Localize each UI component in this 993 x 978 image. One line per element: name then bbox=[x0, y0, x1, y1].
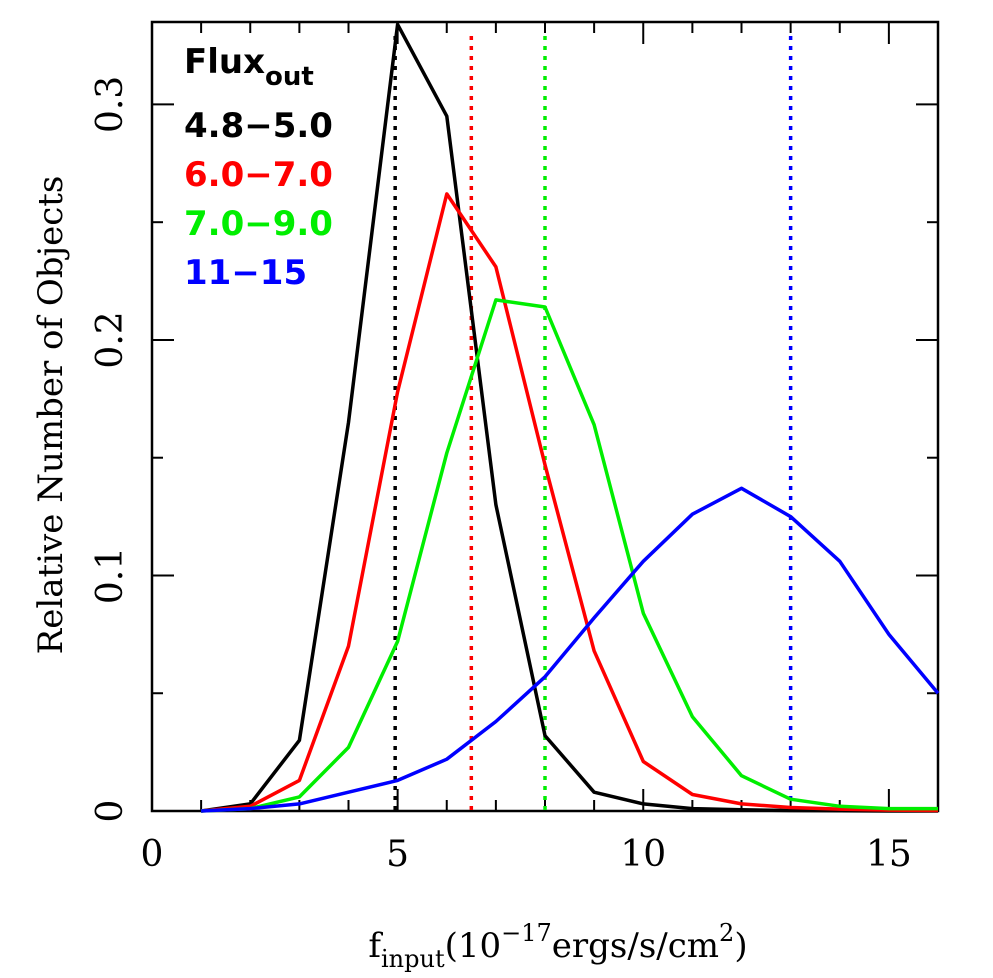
x-axis-label-sub: input bbox=[381, 945, 445, 973]
x-axis-label-main: f bbox=[368, 926, 383, 966]
y-axis-label: Relative Number of Objects bbox=[31, 176, 71, 655]
y-tick-label: 0.2 bbox=[90, 311, 131, 368]
x-axis-label-paren: (10 bbox=[445, 926, 502, 966]
series-line bbox=[200, 22, 938, 813]
x-tick-label: 15 bbox=[866, 834, 912, 875]
series-line bbox=[200, 192, 939, 813]
x-tick-label: 10 bbox=[620, 834, 666, 875]
legend-title-main: Flux bbox=[184, 42, 265, 82]
series-line bbox=[201, 298, 938, 813]
x-axis-label-unit: ergs/s/cm bbox=[552, 926, 719, 966]
y-tick-label: 0.1 bbox=[90, 547, 131, 604]
legend-entry: 6.0−7.0 bbox=[184, 155, 333, 195]
y-tick-label: 0 bbox=[90, 800, 131, 823]
legend-entry: 7.0−9.0 bbox=[184, 204, 333, 244]
legend-entry: 11−15 bbox=[184, 253, 307, 293]
series-lines bbox=[200, 22, 940, 813]
y-tick-label: 0.3 bbox=[90, 76, 131, 133]
legend: Fluxout 4.8−5.0 6.0−7.0 7.0−9.0 11−15 bbox=[184, 42, 333, 293]
x-tick-label: 5 bbox=[386, 834, 409, 875]
axis-tick-labels: 0 5 10 15 0 0.1 0.2 0.3 bbox=[90, 76, 912, 875]
x-tick-label: 0 bbox=[141, 834, 164, 875]
x-axis-label-close: ) bbox=[734, 926, 747, 966]
legend-title: Fluxout bbox=[184, 42, 314, 92]
series-line bbox=[201, 486, 940, 813]
legend-entry: 4.8−5.0 bbox=[184, 106, 333, 146]
x-axis-label-unit-sup: 2 bbox=[719, 919, 734, 947]
legend-title-sub: out bbox=[265, 62, 314, 92]
x-axis-label: finput(10−17ergs/s/cm2) bbox=[368, 919, 747, 973]
x-axis-label-sup: −17 bbox=[501, 919, 552, 947]
